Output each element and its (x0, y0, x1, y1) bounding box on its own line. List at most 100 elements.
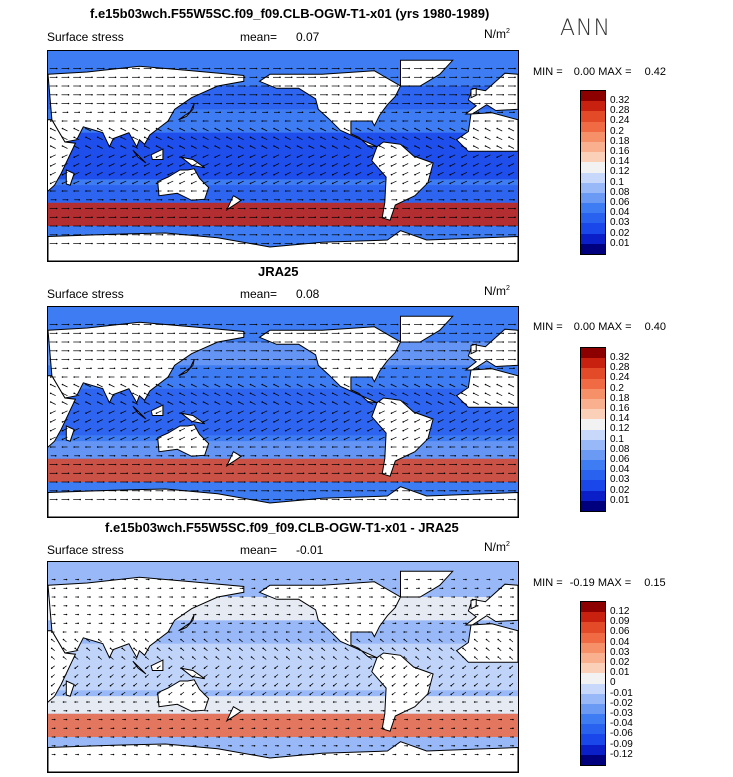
panel1-mean-label: mean= (240, 30, 278, 44)
colorbar-tick-label: 0.02 (610, 484, 630, 496)
colorbar-swatch (581, 121, 605, 132)
colorbar-tick-label: -0.12 (610, 748, 633, 760)
land-mass (48, 486, 518, 517)
colorbar-swatch (581, 500, 605, 511)
colorbar-tick-label: 0.03 (610, 217, 630, 229)
colorbar-swatch (581, 602, 605, 613)
colorbar-tick-label: 0.28 (610, 362, 630, 374)
land-mass (470, 87, 477, 99)
colorbar-tick-label: 0.1 (610, 176, 624, 188)
panel1-mean-value: 0.07 (296, 30, 320, 44)
colorbar-swatch (581, 348, 605, 359)
colorbar-tick-label: 0.14 (610, 413, 630, 425)
panel2-mean-label: mean= (240, 287, 278, 301)
colorbar-swatch (581, 622, 605, 633)
panel2-minmax: MIN = 0.00 MAX = 0.40 (533, 321, 667, 333)
land-mass (455, 623, 518, 663)
land-mass (225, 194, 243, 212)
land-mass (65, 680, 75, 697)
colorbar-tick-label: 0.06 (610, 454, 630, 466)
colorbar-swatch (581, 203, 605, 214)
land-mass (48, 375, 77, 448)
panel2-colorbar-ticks: 0.32 0.28 0.24 0.2 0.18 0.16 0.14 0.12 0.1 0.08 0.… (610, 352, 630, 506)
colorbar-swatch (581, 642, 605, 653)
land-mass (225, 450, 243, 468)
colorbar-tick-label: 0.24 (610, 372, 630, 384)
colorbar-swatch (581, 652, 605, 664)
colorbar-swatch (581, 744, 605, 755)
colorbar-swatch (581, 693, 605, 704)
land-mass (48, 741, 518, 772)
colorbar-tick-label: 0.09 (610, 616, 630, 628)
stress-band (48, 185, 518, 203)
colorbar-tick-label: 0.12 (610, 606, 630, 617)
colorbar-swatch (581, 449, 605, 461)
map-canvas (48, 51, 518, 261)
colorbar-tick-label: 0.2 (610, 382, 624, 394)
colorbar-tick-label: 0.18 (610, 392, 630, 404)
stress-band (48, 202, 518, 226)
colorbar-swatch (581, 673, 605, 684)
colorbar-swatch (581, 192, 605, 204)
land-mass (371, 652, 434, 732)
colorbar-swatch (581, 152, 605, 163)
panel3-colorbar-ticks: 0.12 0.09 0.06 0.04 0.03 0.02 0.01 0 -0.01 -0.02-… (610, 606, 633, 760)
land-mass (258, 70, 402, 148)
season-label: ANN (560, 16, 611, 41)
colorbar-tick-label: 0.01 (610, 237, 630, 249)
land-mass (470, 598, 477, 610)
colorbar-tick-label: 0.03 (610, 646, 630, 658)
colorbar-swatch (581, 754, 605, 765)
colorbar-tick-label: 0.02 (610, 657, 630, 669)
panel3-map (47, 561, 519, 773)
colorbar-swatch (581, 388, 605, 399)
colorbar-tick-label: 0.12 (610, 423, 630, 435)
colorbar-swatch (581, 162, 605, 173)
panel1-colorbar (580, 90, 606, 255)
land-mass (455, 112, 518, 152)
colorbar-swatch (581, 612, 605, 623)
colorbar-swatch (581, 91, 605, 102)
panel2-map (47, 306, 519, 518)
land-mass (180, 156, 205, 169)
stress-vectors (50, 578, 514, 756)
stress-band (48, 441, 518, 459)
colorbar-swatch (581, 368, 605, 379)
land-mass (178, 359, 195, 377)
stress-band (48, 458, 518, 482)
land-mass (48, 230, 518, 261)
colorbar-tick-label: 0.32 (610, 95, 630, 106)
land-mass (65, 425, 75, 442)
colorbar-swatch (581, 172, 605, 183)
colorbar-swatch (581, 243, 605, 254)
stress-band (48, 132, 518, 180)
map-canvas (48, 562, 518, 772)
panel3-units: N/m2 (484, 540, 510, 554)
colorbar-tick-label: -0.01 (610, 687, 633, 699)
colorbar-swatch (581, 632, 605, 643)
land-mass (150, 148, 164, 160)
colorbar-tick-label: 0.24 (610, 115, 630, 127)
panel1-variable: Surface stress (47, 30, 124, 44)
land-mass (455, 368, 518, 408)
stress-band (48, 713, 518, 737)
panel1-units: N/m2 (484, 27, 510, 41)
colorbar-swatch (581, 480, 605, 491)
colorbar-swatch (581, 724, 605, 735)
panel3-mean-label: mean= (240, 543, 278, 557)
stress-band (48, 388, 518, 436)
colorbar-swatch (581, 490, 605, 501)
colorbar-swatch (581, 378, 605, 389)
colorbar-tick-label: 0.04 (610, 464, 630, 476)
panel1-minmax: MIN = 0.00 MAX = 0.42 (533, 66, 667, 78)
panel2-units: N/m2 (484, 284, 510, 298)
colorbar-swatch (581, 470, 605, 481)
panel2-colorbar (580, 347, 606, 512)
colorbar-tick-label: 0.2 (610, 125, 624, 137)
panel3-variable: Surface stress (47, 543, 124, 557)
colorbar-swatch (581, 101, 605, 112)
colorbar-swatch (581, 703, 605, 715)
colorbar-tick-label: 0.18 (610, 135, 630, 147)
colorbar-tick-label: 0.32 (610, 352, 630, 363)
land-mass (150, 659, 164, 671)
